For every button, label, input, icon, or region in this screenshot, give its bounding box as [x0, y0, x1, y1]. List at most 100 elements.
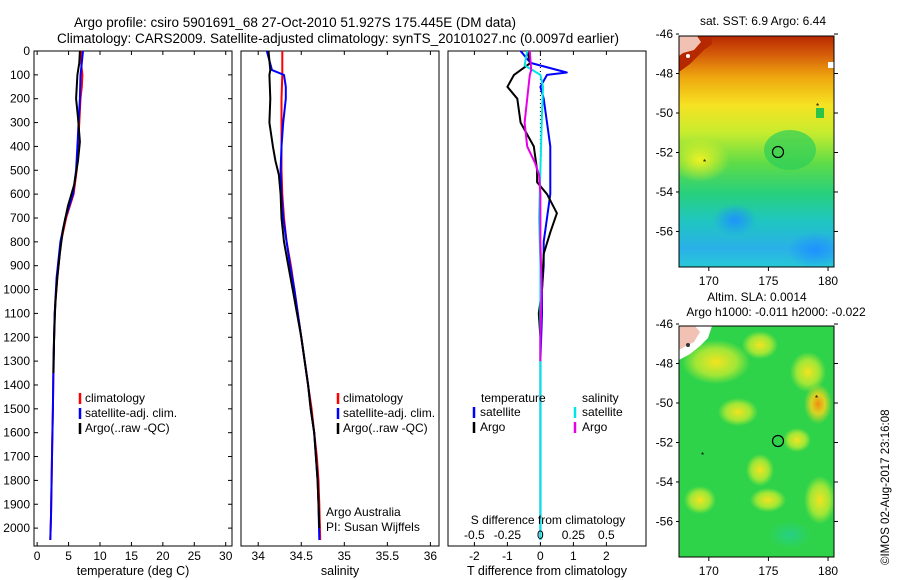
map-x-tick-label: 175 — [758, 274, 778, 288]
map-y-tick-label: -46 — [656, 317, 674, 331]
depth-tick-label: 600 — [10, 187, 30, 201]
sst-argo-position-marker — [771, 145, 785, 159]
x-tick-label: 0 — [537, 549, 544, 563]
salinity-series — [265, 50, 322, 541]
x-tick-label: 5 — [65, 549, 72, 563]
t-difference-xlabel: T difference from climatology — [467, 564, 628, 578]
x-tick-label: 30 — [219, 549, 233, 563]
depth-tick-label: 1900 — [3, 497, 30, 511]
sla-map-axes: 170 175 180 -46 -48 -50 -52 -54 -56 — [656, 317, 839, 578]
depth-tick-label: 200 — [10, 92, 30, 106]
depth-tick-label: 0 — [23, 44, 30, 58]
depth-tick-label: 1300 — [3, 354, 30, 368]
map-y-tick-label: -54 — [656, 475, 674, 489]
series-argo-raw-qc — [52, 50, 81, 374]
difference-axes-frame — [447, 50, 647, 547]
temperature-panel: 0100200300400500600700800900100011001200… — [3, 44, 232, 578]
salinity-xlabel: salinity — [321, 564, 360, 578]
s-diff-tick-label: 0 — [537, 528, 544, 542]
s-diff-tick-label: 0.25 — [562, 528, 586, 542]
figure-title-line2: Climatology: CARS2009. Satellite-adjuste… — [57, 31, 619, 46]
sla-map-star-marker: * — [701, 451, 704, 460]
s-diff-tick-label: -0.5 — [464, 528, 485, 542]
x-tick-label: -2 — [469, 549, 480, 563]
s-diff-tick-label: -0.25 — [494, 528, 522, 542]
map-y-tick-label: -50 — [656, 396, 674, 410]
x-tick-label: 20 — [156, 549, 170, 563]
map-x-tick-label: 180 — [818, 274, 838, 288]
salinity-axes-frame — [240, 50, 440, 547]
depth-tick-label: 1400 — [3, 378, 30, 392]
figure-title-line1: Argo profile: csiro 5901691_68 27-Oct-20… — [74, 15, 516, 30]
depth-tick-label: 1600 — [3, 426, 30, 440]
map-y-tick-label: -52 — [656, 435, 674, 449]
legend-header-temperature: temperature — [481, 391, 546, 405]
temperature-depth-axis: 0 100 200 300 400 500 600 700 800 900 1000 1100 1200… — [3, 44, 232, 535]
difference-series — [506, 50, 568, 546]
legend-label: Argo — [582, 420, 608, 434]
legend-label: climatology — [343, 391, 403, 405]
temperature-x-axis: 0 5 10 15 20 25 30 — [34, 51, 233, 563]
map-x-tick-label: 170 — [699, 274, 719, 288]
x-tick-label: 35.5 — [376, 549, 400, 563]
x-tick-label: 34 — [252, 549, 266, 563]
map-y-tick-label: -56 — [656, 514, 674, 528]
depth-tick-label: 700 — [10, 211, 30, 225]
series-s-argo — [523, 50, 543, 362]
sla-heatmap — [679, 326, 834, 557]
map-x-tick-label: 170 — [699, 564, 719, 578]
sst-map-axes: 170 175 180 -46 -48 -50 -52 -54 -56 — [656, 27, 839, 288]
sla-map-panel: Altim. SLA: 0.0014 Argo h1000: -0.011 h2… — [656, 290, 866, 578]
x-tick-label: 1 — [570, 549, 577, 563]
depth-tick-label: 800 — [10, 235, 30, 249]
depth-tick-label: 100 — [10, 68, 30, 82]
legend-label: satellite-adj. clim. — [85, 406, 177, 420]
x-tick-label: -1 — [502, 549, 513, 563]
s-diff-tick-label: 0.5 — [598, 528, 615, 542]
salinity-panel: 34 34.5 35 35.5 36 salinity climatologysatel… — [240, 50, 440, 578]
sla-map-title-line1: Altim. SLA: 0.0014 — [707, 290, 807, 304]
depth-tick-label: 1500 — [3, 402, 30, 416]
sst-map-star-marker: * — [703, 158, 706, 167]
legend-label: Argo(..raw -QC) — [85, 421, 170, 435]
legend-header-salinity: salinity — [582, 391, 619, 405]
x-tick-label: 15 — [125, 549, 139, 563]
temperature-axes-frame — [33, 50, 233, 547]
map-y-tick-label: -52 — [656, 145, 674, 159]
salinity-x-axis: 34 34.5 35 35.5 36 — [252, 51, 438, 563]
map-y-tick-label: -54 — [656, 185, 674, 199]
depth-tick-label: 900 — [10, 259, 30, 273]
depth-tick-label: 1700 — [3, 450, 30, 464]
x-tick-label: 36 — [424, 549, 438, 563]
legend-label: satellite — [480, 405, 521, 419]
pi-label: PI: Susan Wijffels — [326, 520, 420, 534]
sla-argo-position-marker — [771, 434, 785, 448]
sla-map-title-line2: Argo h1000: -0.011 h2000: -0.022 — [686, 305, 866, 319]
legend-label: climatology — [85, 391, 145, 405]
map-x-tick-label: 175 — [758, 564, 778, 578]
depth-tick-label: 300 — [10, 116, 30, 130]
depth-tick-label: 500 — [10, 163, 30, 177]
sst-map-frame — [678, 35, 835, 268]
difference-legend: temperature salinitysatelliteArgosatellit… — [472, 391, 623, 434]
institution-label: Argo Australia — [326, 505, 401, 519]
map-y-tick-label: -56 — [656, 224, 674, 238]
sla-map-frame — [678, 325, 835, 558]
sst-map-star-marker: * — [816, 102, 819, 111]
imos-credit: ©IMOS 02-Aug-2017 23:16:08 — [880, 409, 892, 565]
x-tick-label: 0 — [34, 549, 41, 563]
series-argo-raw-qc — [267, 50, 321, 529]
map-y-tick-label: -50 — [656, 106, 674, 120]
map-y-tick-label: -48 — [656, 67, 674, 81]
map-x-tick-label: 180 — [818, 564, 838, 578]
s-difference-label: S difference from climatology — [471, 513, 626, 527]
depth-tick-label: 1100 — [4, 306, 30, 320]
difference-x-axis: -2 -1 0 1 2 — [469, 51, 610, 563]
sla-map-star-marker: * — [815, 394, 818, 403]
map-y-tick-label: -48 — [656, 357, 674, 371]
difference-panel: -2 -1 0 1 2 S difference from climatology -0… — [447, 50, 647, 578]
legend-label: Argo — [480, 420, 506, 434]
